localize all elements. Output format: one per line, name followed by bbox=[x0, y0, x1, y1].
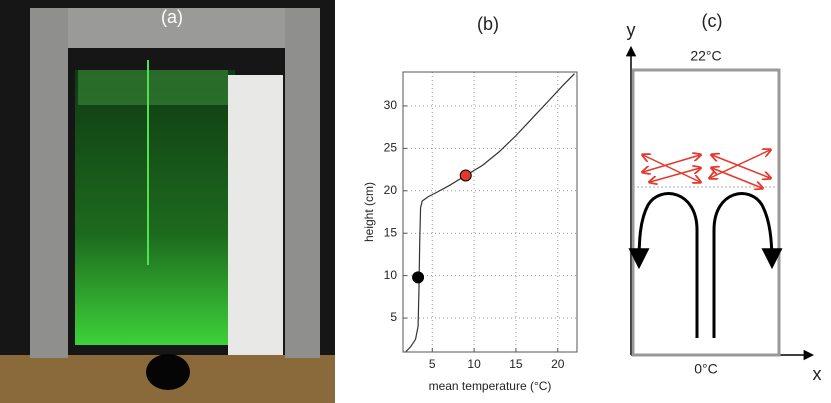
axis-label: y bbox=[627, 20, 636, 40]
plot-frame bbox=[402, 71, 578, 353]
x-tick-label: 5 bbox=[429, 357, 436, 371]
x-axis-label: mean temperature (°C) bbox=[429, 379, 552, 393]
axis-label: x bbox=[813, 364, 822, 384]
red-arrows bbox=[643, 150, 770, 188]
temperature-label: 0°C bbox=[694, 361, 718, 377]
y-axis-label: height (cm) bbox=[362, 182, 376, 242]
diagram bbox=[625, 45, 815, 361]
temperature-label: 22°C bbox=[690, 48, 721, 64]
x-tick-label: 10 bbox=[467, 357, 481, 371]
x-tick-label: 20 bbox=[551, 357, 565, 371]
chart-title: (b) bbox=[477, 14, 499, 34]
plot: 5 10 15 20 5 10 15 20 25 30 bbox=[384, 72, 577, 371]
panel-label: (a) bbox=[161, 7, 183, 27]
photo bbox=[0, 0, 335, 403]
panel-label: (c) bbox=[702, 11, 723, 31]
y-tick-label: 10 bbox=[384, 268, 398, 282]
data-line bbox=[405, 73, 575, 353]
x-tick-label: 15 bbox=[509, 357, 523, 371]
y-tick-label: 25 bbox=[384, 141, 398, 155]
flow-arrows bbox=[628, 192, 783, 338]
marker bbox=[459, 169, 472, 182]
marker bbox=[412, 271, 425, 284]
y-tick-label: 30 bbox=[384, 98, 398, 112]
y-tick-label: 20 bbox=[384, 183, 398, 197]
tank-outline bbox=[631, 68, 781, 357]
y-tick-label: 5 bbox=[390, 310, 397, 324]
y-tick-label: 15 bbox=[384, 225, 398, 239]
